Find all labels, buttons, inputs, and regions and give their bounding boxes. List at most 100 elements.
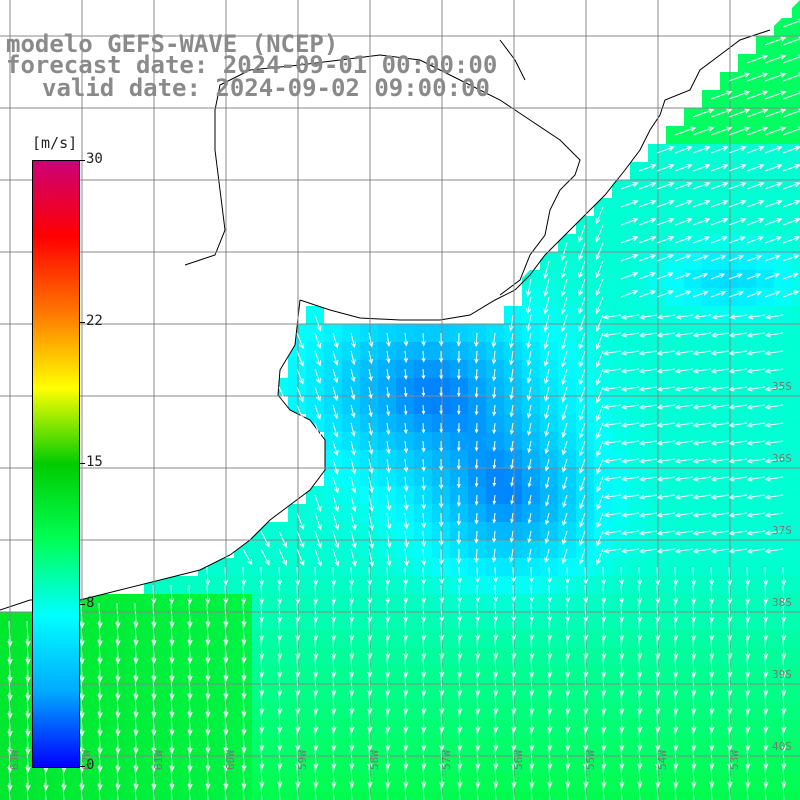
wind-arrow <box>421 440 426 453</box>
wind-arrow <box>601 656 607 678</box>
wind-cell <box>792 774 800 792</box>
wind-arrow <box>278 782 281 800</box>
wind-arrow <box>638 164 657 172</box>
wind-arrow <box>781 728 787 752</box>
wind-arrow <box>79 764 85 791</box>
wind-cell <box>198 792 216 800</box>
wind-arrow <box>764 72 787 82</box>
wind-arrow <box>601 692 607 715</box>
wind-arrow <box>439 728 445 752</box>
wind-arrow <box>205 746 211 772</box>
wind-arrow <box>601 746 607 770</box>
wind-arrow <box>403 494 409 511</box>
wind-cell <box>486 792 504 800</box>
wind-arrow <box>745 602 751 623</box>
wind-arrow <box>511 656 517 678</box>
wind-cell <box>288 792 306 800</box>
wind-arrow <box>764 290 781 298</box>
wind-arrow <box>620 182 639 190</box>
wind-arrow <box>601 764 607 788</box>
wind-arrow <box>692 236 711 244</box>
wind-arrow <box>656 290 674 298</box>
wind-arrow <box>764 314 784 320</box>
wind-arrow <box>565 674 571 697</box>
wind-arrow <box>457 404 461 415</box>
wind-arrow <box>655 566 661 586</box>
wind-arrow <box>655 584 661 605</box>
wind-arrow <box>438 494 444 509</box>
wind-arrow <box>544 386 550 403</box>
wind-arrow <box>763 746 769 770</box>
wind-cell <box>792 126 800 144</box>
wind-arrow <box>763 656 769 678</box>
wind-arrow <box>583 638 589 660</box>
wind-arrow <box>438 476 444 490</box>
wind-arrow <box>710 440 730 446</box>
wind-arrow <box>728 90 751 100</box>
wind-arrow <box>151 746 157 772</box>
wind-arrow <box>674 254 692 262</box>
wind-arrow <box>637 674 643 697</box>
wind-cell <box>0 792 18 800</box>
wind-arrow <box>403 440 409 454</box>
wind-arrow <box>727 710 733 733</box>
wind-cell <box>162 792 180 800</box>
wind-arrow <box>421 584 427 604</box>
wind-arrow <box>619 656 625 678</box>
wind-cell <box>792 720 800 738</box>
wind-arrow <box>421 404 426 415</box>
wind-arrow <box>674 530 694 536</box>
colorbar-tick-label: 0 <box>86 757 95 773</box>
wind-arrow <box>241 692 247 718</box>
wind-arrow <box>746 476 766 482</box>
wind-arrow <box>764 254 781 262</box>
wind-arrow <box>745 584 751 605</box>
wind-arrow <box>385 656 391 678</box>
land-area-south <box>0 30 325 610</box>
wind-arrow <box>296 386 304 403</box>
wind-arrow <box>710 146 729 154</box>
wind-arrow <box>350 458 357 475</box>
wind-arrow <box>403 602 409 623</box>
wind-arrow <box>692 512 712 518</box>
wind-arrow <box>596 512 604 529</box>
wind-arrow <box>619 602 625 623</box>
wind-arrow <box>579 530 586 547</box>
wind-cell <box>792 306 800 324</box>
wind-arrow <box>439 386 443 397</box>
wind-arrow <box>386 440 391 455</box>
wind-arrow <box>510 566 517 583</box>
wind-cell <box>792 342 800 360</box>
wind-arrow <box>79 710 85 737</box>
wind-arrow <box>561 548 568 565</box>
wind-arrow <box>133 764 139 791</box>
wind-arrow <box>421 368 426 380</box>
wind-arrow <box>313 602 319 623</box>
wind-arrow <box>511 602 517 622</box>
wind-arrow <box>296 350 304 367</box>
wind-arrow <box>745 746 751 770</box>
wind-cell <box>792 360 800 378</box>
wind-arrow <box>7 656 13 683</box>
wind-arrow <box>241 710 247 736</box>
wind-arrow <box>386 350 391 364</box>
wind-arrow <box>259 620 265 641</box>
wind-arrow <box>476 782 479 800</box>
wind-arrow <box>528 584 535 603</box>
wind-arrow <box>368 368 373 382</box>
wind-arrow <box>746 782 749 800</box>
wind-arrow <box>746 218 765 226</box>
wind-arrow <box>692 458 712 464</box>
colorbar-tick-label: 22 <box>86 312 103 329</box>
wind-arrow <box>151 602 157 628</box>
wind-arrow <box>475 656 481 678</box>
wind-arrow <box>368 404 373 418</box>
wind-arrow <box>673 674 679 697</box>
wind-arrow <box>579 512 586 528</box>
wind-arrow <box>638 350 658 356</box>
wind-arrow <box>728 440 748 446</box>
wind-arrow <box>25 764 31 791</box>
wind-arrow <box>151 710 157 736</box>
wind-arrow <box>438 332 444 347</box>
wind-arrow <box>331 728 337 752</box>
